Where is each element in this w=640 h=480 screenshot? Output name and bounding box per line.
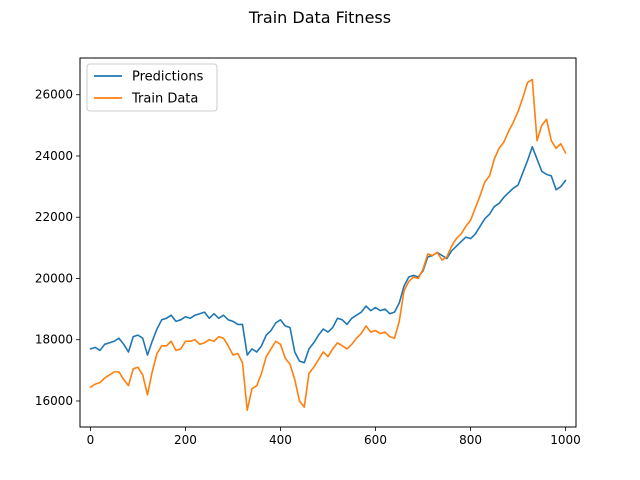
series-line-predictions: [89, 146, 567, 364]
legend: Predictions Train Data: [86, 63, 218, 112]
y-tick-label: 22000: [35, 210, 73, 224]
y-tick-label: 18000: [35, 333, 73, 347]
series-line-train-data: [89, 78, 567, 411]
axes-frame: [79, 57, 577, 428]
legend-label-predictions: Predictions: [132, 70, 204, 85]
x-tick-label: 400: [269, 433, 292, 447]
plot-background: [80, 58, 576, 427]
x-tick-label: 600: [364, 433, 387, 447]
chart-title: Train Data Fitness: [248, 8, 391, 27]
series-layer: [89, 78, 567, 411]
y-tick-label: 24000: [35, 149, 73, 163]
x-tick-label: 0: [87, 433, 95, 447]
plot-area: [80, 58, 576, 427]
x-tick-label: 200: [174, 433, 197, 447]
x-tick-label: 800: [459, 433, 482, 447]
axes-layer: 0 200 400 600 800 1000 16000 18000 20000 22000 240…: [35, 57, 581, 447]
x-tick-label: 1000: [550, 433, 581, 447]
y-tick-label: 16000: [35, 394, 73, 408]
legend-label-train-data: Train Data: [131, 92, 198, 107]
y-tick-label: 26000: [35, 88, 73, 102]
y-tick-label: 20000: [35, 271, 73, 285]
